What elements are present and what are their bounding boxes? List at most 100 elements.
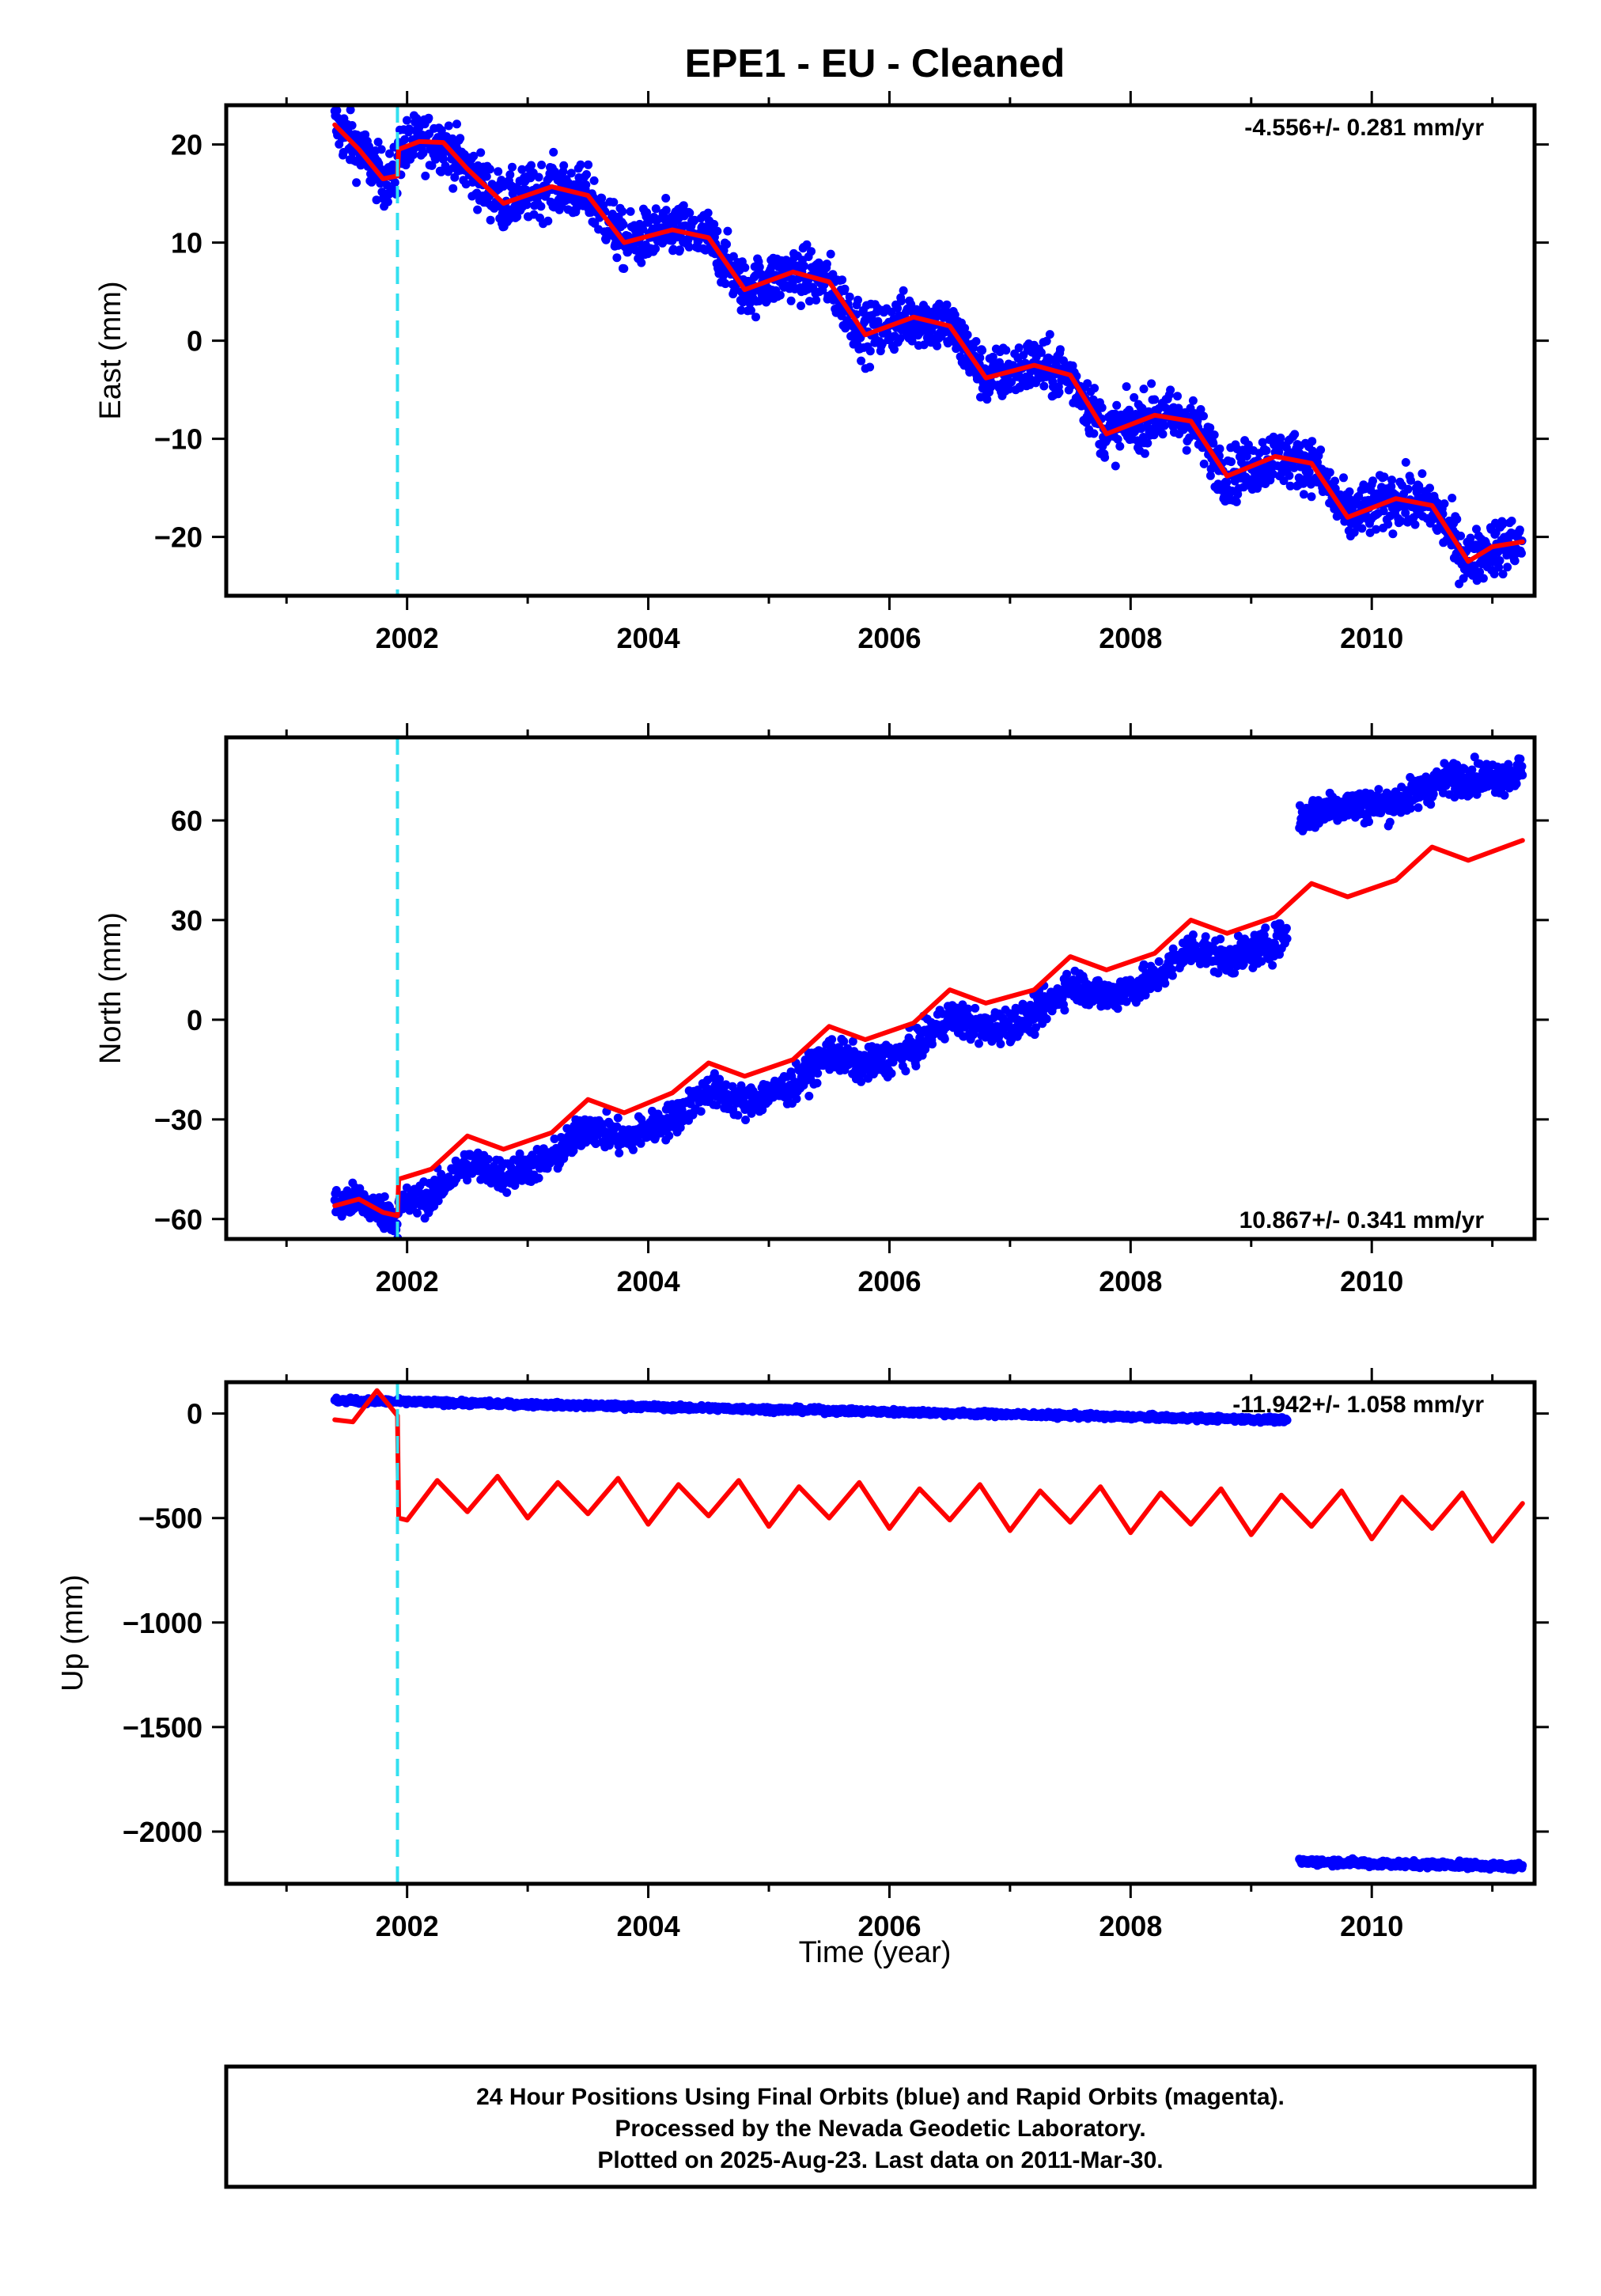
east-data-point — [1388, 529, 1398, 539]
east-data-point — [373, 138, 383, 146]
east-data-point — [840, 284, 850, 294]
north-data-point — [1467, 765, 1477, 775]
north-data-point — [1282, 934, 1292, 943]
north-data-point — [1268, 960, 1277, 970]
east-data-point — [826, 249, 835, 259]
east-data-point — [377, 145, 386, 154]
north-data-point — [1230, 968, 1240, 978]
north-data-point — [615, 1148, 624, 1157]
east-data-point — [1227, 457, 1236, 467]
north-data-point — [812, 1078, 822, 1088]
north-data-point — [1216, 934, 1225, 944]
north-x-tick-label: 2002 — [376, 1265, 439, 1298]
east-data-point — [812, 295, 821, 305]
north-data-point — [857, 1077, 866, 1086]
east-data-point — [361, 130, 370, 139]
north-data-point — [1141, 991, 1150, 1000]
north-data-point — [1385, 817, 1395, 827]
east-data-point — [409, 150, 418, 159]
north-data-point — [1168, 971, 1177, 980]
east-data-point — [751, 313, 760, 322]
east-data-point — [438, 154, 448, 164]
east-data-point — [1456, 531, 1466, 540]
east-data-point — [942, 300, 952, 309]
east-data-point — [1290, 430, 1300, 439]
east-data-point — [978, 346, 987, 355]
east-data-point — [536, 202, 546, 211]
north-data-point — [848, 1036, 857, 1046]
east-data-point — [651, 204, 660, 214]
east-data-point — [807, 247, 816, 256]
north-data-point — [664, 1131, 674, 1140]
north-data-point — [971, 1003, 980, 1013]
north-data-point — [839, 1036, 849, 1046]
north-x-tick-label: 2010 — [1340, 1265, 1403, 1298]
east-data-point — [543, 216, 553, 225]
north-y-tick-label: 60 — [171, 805, 202, 837]
east-data-point — [982, 395, 992, 404]
north-frame — [224, 735, 1537, 1241]
east-data-point — [703, 208, 713, 218]
east-rate-label: -4.556+/- 0.281 mm/yr — [1244, 115, 1484, 141]
east-data-point — [950, 310, 959, 320]
east-data-point — [582, 170, 591, 179]
east-data-point — [1274, 447, 1284, 457]
east-data-point — [1209, 430, 1219, 440]
east-data-point — [1097, 403, 1107, 412]
east-data-point — [679, 201, 688, 210]
east-data-point — [1140, 449, 1149, 458]
east-data-point — [347, 121, 357, 130]
north-data-point — [1160, 979, 1170, 988]
east-data-point — [1014, 343, 1024, 353]
east-x-tick-label: 2008 — [1099, 622, 1162, 654]
east-data-point — [1510, 556, 1520, 566]
north-data-point — [463, 1176, 472, 1185]
east-data-point — [390, 178, 399, 188]
east-data-point — [865, 362, 875, 372]
east-data-point — [651, 244, 660, 253]
east-plot-area — [330, 105, 1527, 596]
east-data-point — [919, 340, 929, 350]
east-data-point — [786, 296, 796, 305]
east-data-point — [740, 263, 750, 272]
east-data-point — [822, 260, 831, 269]
east-y-tick-label: 20 — [171, 129, 202, 161]
east-data-point — [1401, 457, 1410, 467]
north-data-point — [1512, 779, 1521, 789]
east-data-point — [486, 215, 495, 225]
east-data-point — [559, 161, 569, 170]
north-data-point — [676, 1123, 685, 1132]
east-data-point — [427, 161, 437, 170]
north-y-tick-label: 30 — [171, 904, 202, 937]
east-data-point — [473, 205, 483, 214]
north-model-line — [332, 838, 1525, 1218]
east-data-point — [418, 149, 428, 157]
east-data-point — [1289, 463, 1299, 472]
east-data-point — [676, 245, 684, 255]
east-data-point — [1372, 525, 1381, 534]
east-data-point — [1115, 441, 1125, 451]
east-data-point — [684, 242, 694, 252]
north-data-point — [963, 1004, 973, 1013]
east-data-point — [494, 167, 503, 176]
north-data-point — [1281, 923, 1291, 933]
up-data-points — [330, 1393, 1527, 1874]
east-x-tick-label: 2006 — [857, 622, 921, 654]
north-data-point — [1062, 969, 1072, 979]
north-y-tick-label: 0 — [187, 1004, 202, 1036]
north-data-point — [355, 1184, 365, 1193]
north-data-point — [629, 1145, 638, 1154]
east-x-ticks — [285, 91, 1494, 610]
north-data-point — [975, 1039, 983, 1048]
north-data-point — [1153, 983, 1163, 993]
east-data-point — [383, 197, 392, 206]
north-rate-label: 10.867+/- 0.341 mm/yr — [1240, 1207, 1485, 1233]
east-data-point — [1316, 445, 1326, 455]
east-data-point — [581, 180, 591, 190]
east-data-point — [1147, 379, 1156, 388]
east-data-point — [1054, 388, 1064, 397]
east-data-point — [456, 134, 465, 143]
north-data-point — [827, 1035, 837, 1044]
east-data-point — [566, 169, 576, 178]
up-panel: 2002 2004 2006 2008 2010−2000−1500−1000−5000… — [56, 1368, 1549, 1942]
